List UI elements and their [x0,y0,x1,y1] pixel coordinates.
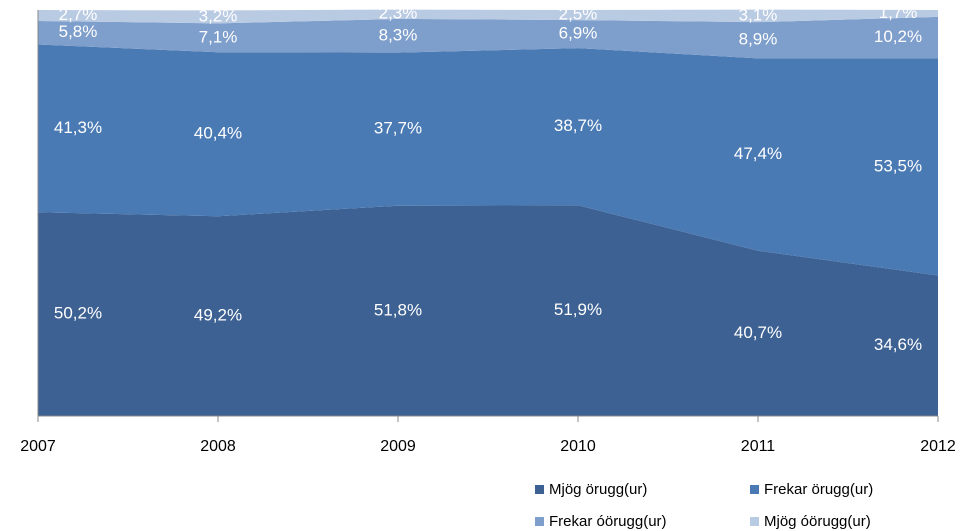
area [38,44,938,276]
legend-label: Mjög óörugg(ur) [764,513,871,530]
legend-swatch [535,517,544,526]
legend-swatch [535,485,544,494]
data-label: 8,3% [379,25,418,44]
area [38,205,938,416]
legend-swatch [750,517,759,526]
legend-swatch [750,485,759,494]
data-label: 8,9% [739,30,778,49]
data-label: 41,3% [54,118,102,137]
x-tick-label: 2009 [380,438,416,455]
area [38,16,938,59]
data-label: 7,1% [199,27,238,46]
data-label: 37,7% [374,119,422,138]
data-label: 38,7% [554,116,602,135]
legend-label: Frekar óörugg(ur) [549,513,667,530]
data-label: 2,5% [559,5,598,24]
area [38,9,938,24]
data-label: 50,2% [54,304,102,323]
data-label: 10,2% [874,27,922,46]
legend-label: Mjög örugg(ur) [549,481,647,498]
data-label: 34,6% [874,335,922,354]
x-tick-label: 2011 [741,438,776,455]
data-label: 51,8% [374,300,422,319]
data-label: 1,7% [879,3,918,22]
data-label: 3,1% [739,5,778,24]
data-label: 5,8% [59,22,98,41]
data-label: 40,4% [194,124,242,143]
legend-label: Frekar örugg(ur) [764,481,873,498]
data-label: 3,2% [199,6,238,25]
x-tick-label: 2012 [920,438,956,455]
data-label: 6,9% [559,24,598,43]
data-label: 2,7% [59,5,98,24]
x-tick-label: 2007 [20,438,56,455]
data-label: 53,5% [874,156,922,175]
x-tick-label: 2008 [200,438,236,455]
data-label: 47,4% [734,144,782,163]
data-label: 49,2% [194,306,242,325]
data-label: 40,7% [734,323,782,342]
x-tick-label: 2010 [560,438,596,455]
data-label: 2,3% [379,4,418,23]
data-label: 51,9% [554,300,602,319]
